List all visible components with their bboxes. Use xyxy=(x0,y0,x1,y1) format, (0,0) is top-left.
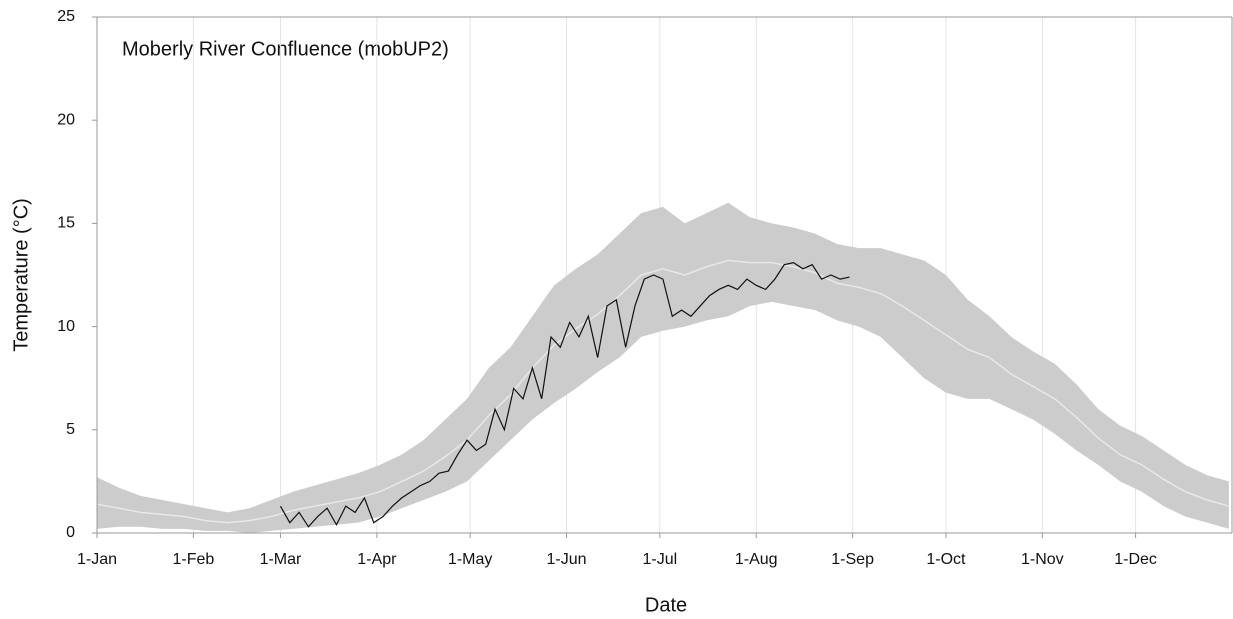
chart-title: Moberly River Confluence (mobUP2) xyxy=(122,38,449,60)
x-tick-label: 1-Jul xyxy=(642,551,677,568)
x-tick-label: 1-May xyxy=(448,551,492,568)
x-tick-label: 1-Mar xyxy=(260,551,302,568)
observed-line xyxy=(279,261,850,528)
y-tick-label: 5 xyxy=(66,421,75,438)
y-tick-label: 20 xyxy=(57,111,75,128)
mean-line xyxy=(96,259,1230,524)
x-tick-label: 1-Nov xyxy=(1021,551,1064,568)
y-tick-label: 25 xyxy=(57,8,75,25)
x-tick-label: 1-Sep xyxy=(831,551,874,568)
range-band xyxy=(97,202,1229,533)
x-tick-label: 1-Feb xyxy=(172,551,214,568)
x-tick-label: 1-Jan xyxy=(77,551,117,568)
y-axis-label: Temperature (°C) xyxy=(10,198,32,352)
x-tick-label: 1-Apr xyxy=(357,551,397,568)
x-tick-label: 1-Oct xyxy=(926,551,966,568)
x-tick-label: 1-Dec xyxy=(1114,551,1157,568)
y-tick-label: 15 xyxy=(57,215,75,232)
y-tick-label: 0 xyxy=(66,524,75,541)
x-tick-label: 1-Jun xyxy=(547,551,587,568)
y-tick-label: 10 xyxy=(57,318,75,335)
x-axis-label: Date xyxy=(645,594,687,616)
x-tick-label: 1-Aug xyxy=(735,551,778,568)
